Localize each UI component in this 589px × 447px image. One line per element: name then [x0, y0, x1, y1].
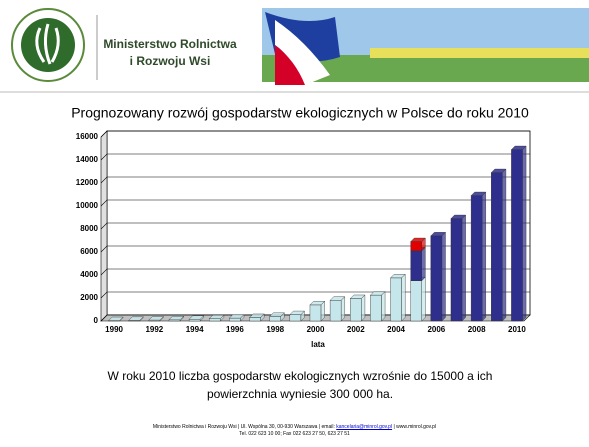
header-field — [370, 48, 589, 58]
x-axis-title: lata — [311, 340, 325, 349]
x-tick-label: 2010 — [508, 325, 526, 334]
x-tick-label: 1990 — [105, 325, 123, 334]
bar — [451, 219, 462, 321]
y-tick-label: 6000 — [80, 247, 98, 256]
bar — [350, 299, 361, 321]
x-tick-label: 1998 — [266, 325, 284, 334]
y-tick-label: 12000 — [76, 178, 99, 187]
bar-side — [442, 232, 446, 321]
summary: W roku 2010 liczba gospodarstw ekologicz… — [108, 369, 493, 383]
bar — [411, 281, 422, 321]
bar-side — [402, 274, 406, 321]
header-title: Ministerstwo Rolnictwa — [103, 37, 237, 51]
bar — [229, 318, 240, 321]
bar — [431, 236, 442, 321]
bar — [209, 319, 220, 321]
x-tick-label: 2006 — [427, 325, 445, 334]
y-tick-label: 2000 — [80, 293, 98, 302]
bar-side — [361, 295, 365, 321]
header-title: i Rozwoju Wsi — [130, 54, 211, 68]
bar-side — [381, 292, 385, 321]
bar — [411, 242, 422, 251]
slide: Ministerstwo Rolnictwa i Rozwoju Wsi Pro… — [0, 0, 589, 447]
bar — [250, 318, 261, 321]
summary: powierzchnia wyniesie 300 000 ha. — [207, 387, 393, 401]
y-tick-label: 10000 — [76, 201, 99, 210]
x-tick-label: 1996 — [226, 325, 244, 334]
bar-side — [341, 297, 345, 321]
x-tick-label: 2000 — [307, 325, 325, 334]
bar — [270, 316, 281, 321]
bar-side — [522, 146, 526, 321]
y-tick-label: 16000 — [76, 132, 99, 141]
y-tick-label: 14000 — [76, 155, 99, 164]
bar — [310, 305, 321, 321]
footer-text: Ministerstwo Rolnictwa i Rozwoju Wsi | U… — [153, 424, 335, 430]
bar — [391, 278, 402, 321]
bar-side — [422, 277, 426, 321]
y-tick-label: 8000 — [80, 224, 98, 233]
bar-side — [462, 215, 466, 321]
email-link[interactable]: kancelaria@minrol.gov.pl — [336, 424, 392, 430]
bar-side — [482, 192, 486, 321]
bar — [471, 196, 482, 321]
x-tick-label: 2004 — [387, 325, 405, 334]
bar-side — [422, 247, 426, 281]
bar — [411, 251, 422, 281]
bar — [189, 319, 200, 321]
y-tick-label: 4000 — [80, 270, 98, 279]
y-tick-label: 0 — [94, 316, 99, 325]
bar — [290, 315, 301, 321]
bar — [491, 173, 502, 321]
chart-title: Prognozowany rozwój gospodarstw ekologic… — [71, 105, 529, 121]
x-tick-label: 2002 — [347, 325, 365, 334]
footer-text: | www.minrol.gov.pl — [393, 424, 436, 430]
bar-side — [502, 169, 506, 321]
chart: Ministerstwo Rolnictwa i Rozwoju Wsi Pro… — [0, 0, 589, 447]
x-tick-label: 1992 — [145, 325, 163, 334]
footer: Ministerstwo Rolnictwa i Rozwoju Wsi | U… — [0, 424, 589, 438]
bar — [330, 300, 341, 321]
bar — [370, 295, 381, 321]
x-tick-label: 2008 — [468, 325, 486, 334]
bar — [511, 150, 522, 321]
footer-text: Tel. 022 623 10 00; Fax 022 623 27 50, 6… — [239, 431, 350, 437]
x-tick-label: 1994 — [186, 325, 204, 334]
